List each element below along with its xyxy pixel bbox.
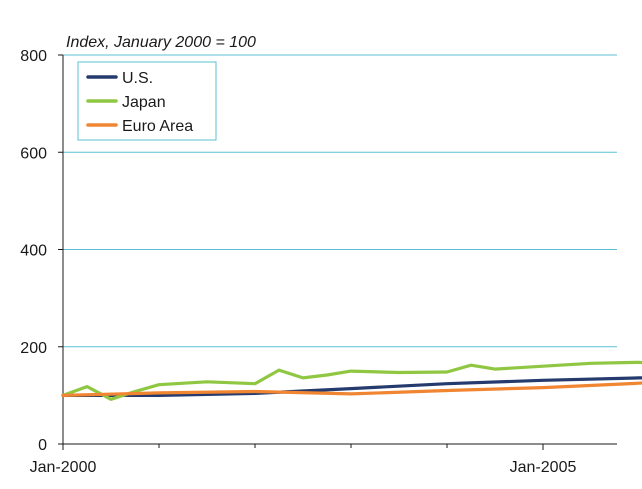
legend: U.S. Japan Euro Area bbox=[77, 61, 217, 141]
x-tick-label: Jan-2005 bbox=[510, 459, 577, 476]
series-line-japan bbox=[61, 360, 642, 401]
y-tick-label: 0 bbox=[38, 437, 47, 454]
y-tick-label: 800 bbox=[20, 48, 47, 65]
axes: 0200400600800Jan-2000Jan-2005Jan-2010Jan… bbox=[20, 48, 617, 476]
y-tick-label: 600 bbox=[20, 145, 47, 162]
gridlines bbox=[63, 54, 617, 348]
legend-label: Euro Area bbox=[122, 118, 193, 135]
y-tick-label: 400 bbox=[20, 243, 47, 260]
y-tick-label: 200 bbox=[20, 340, 47, 357]
legend-label: U.S. bbox=[122, 70, 153, 87]
unit-label: Index, January 2000 = 100 bbox=[66, 34, 256, 51]
series-line-euro-area bbox=[61, 381, 642, 397]
series-lines bbox=[61, 360, 642, 401]
legend-label: Japan bbox=[122, 94, 166, 111]
x-tick-label: Jan-2000 bbox=[30, 459, 97, 476]
